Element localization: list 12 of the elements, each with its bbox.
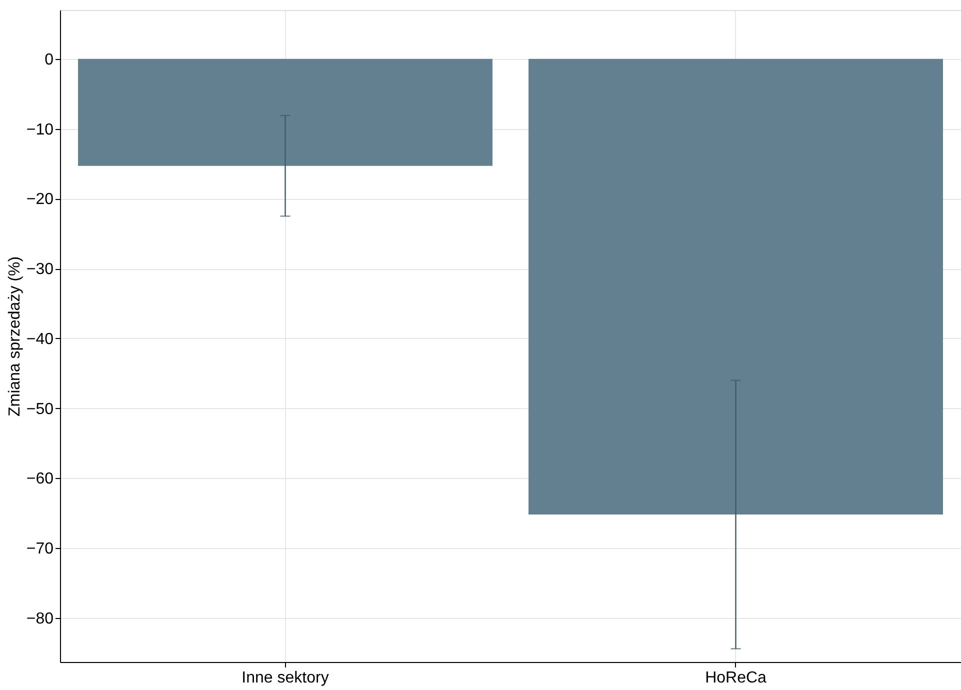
y-tick-label: −40 bbox=[26, 330, 54, 348]
x-tick-label: HoReCa bbox=[705, 670, 767, 686]
y-tick-label: −30 bbox=[26, 261, 54, 278]
y-axis-title: Zmiana sprzedaży (%) bbox=[6, 256, 24, 417]
y-tick-label: 0 bbox=[44, 51, 54, 68]
y-tick-label: −80 bbox=[26, 610, 54, 628]
y-tick-label: −50 bbox=[26, 400, 54, 418]
y-tick-label: −10 bbox=[26, 121, 54, 138]
y-tick-label: −20 bbox=[26, 191, 54, 208]
x-tick-label: Inne sektory bbox=[242, 670, 329, 686]
y-tick-label: −70 bbox=[26, 540, 54, 558]
y-tick-label: −60 bbox=[26, 470, 54, 488]
